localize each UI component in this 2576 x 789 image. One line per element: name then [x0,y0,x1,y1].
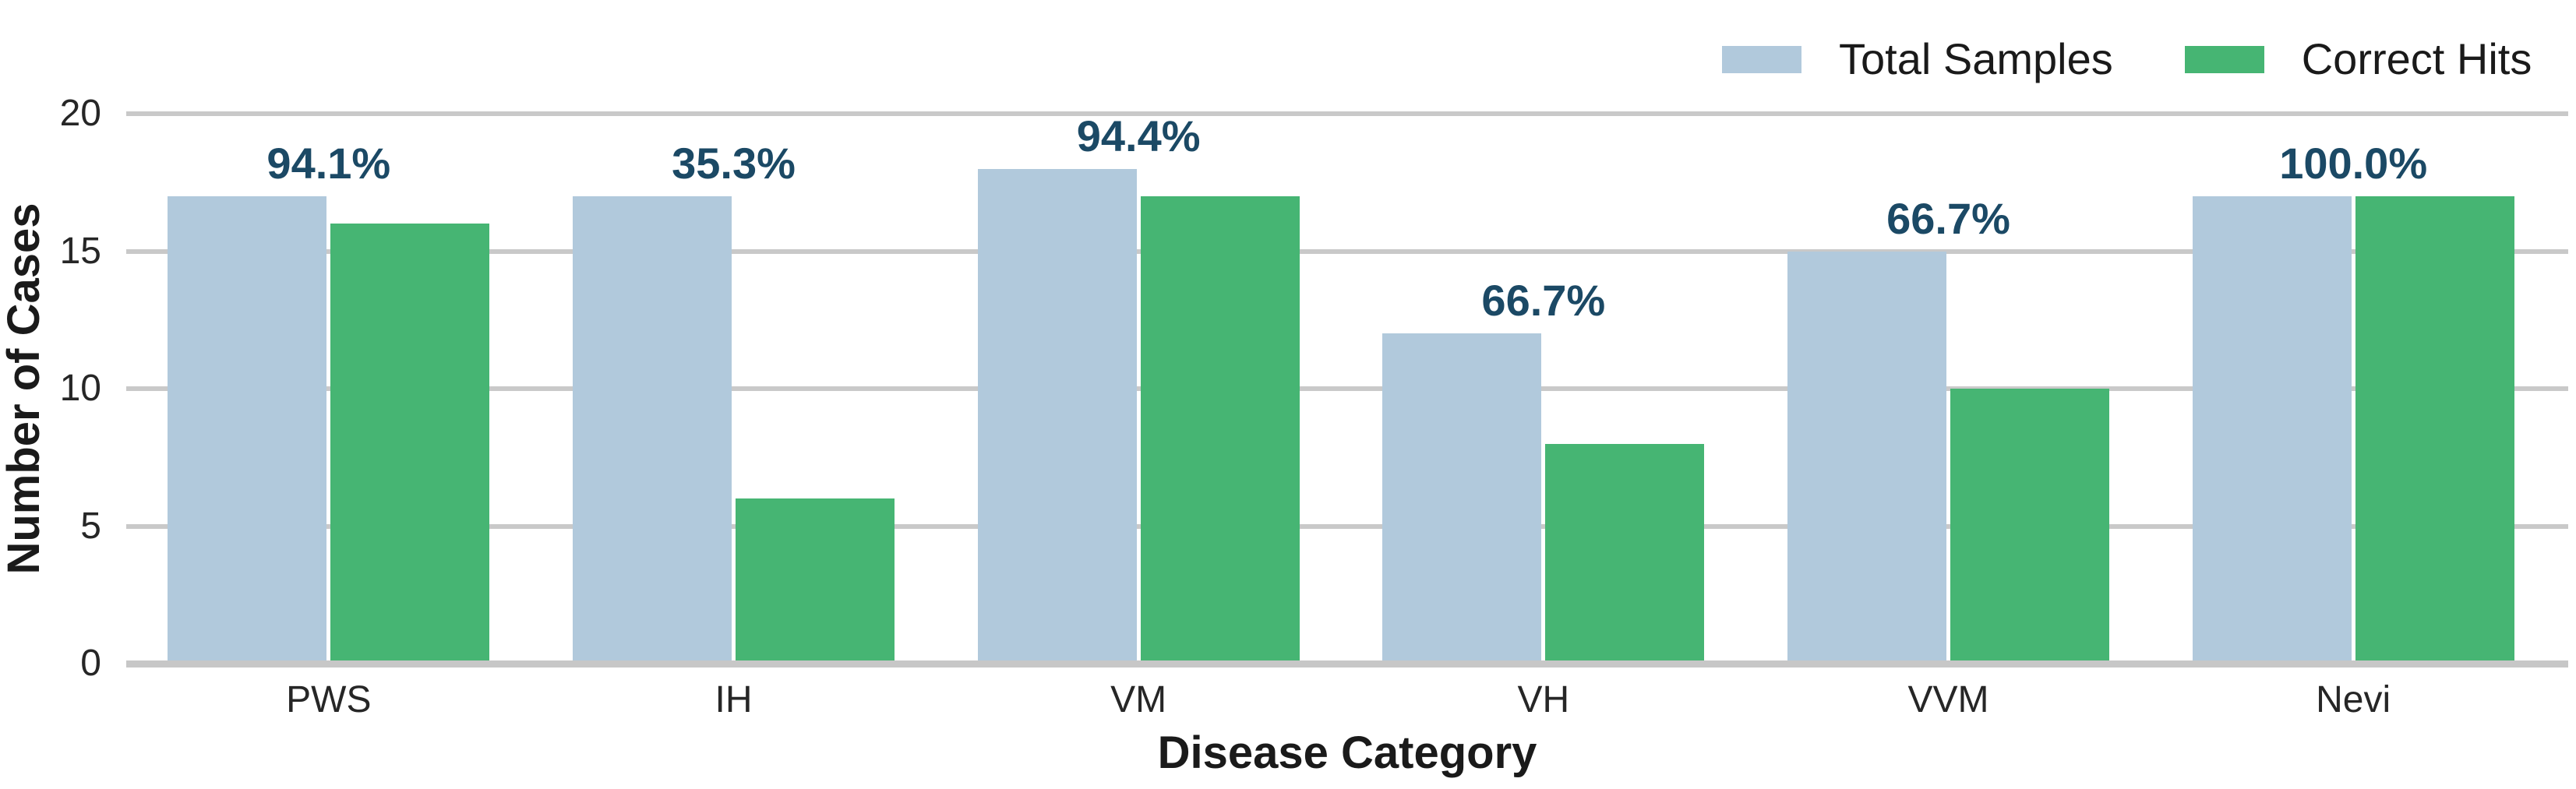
legend-swatch-correct-hits [2184,45,2264,73]
legend-swatch-total-samples [1722,45,1801,73]
bar-correct-hits-vh [1545,443,1705,664]
legend-label-total-samples: Total Samples [1839,34,2113,83]
x-axis-line [126,660,2568,667]
y-tick-label-5: 5 [80,505,101,547]
bar-total-samples-vvm [1787,251,1946,664]
bar-total-samples-ih [573,195,732,664]
bar-total-samples-vm [977,168,1137,664]
bar-correct-hits-pws [330,224,490,664]
percent-label-vm: 94.4% [1076,111,1201,160]
percent-label-nevi: 100.0% [2279,138,2428,188]
gridline-y-10 [126,386,2568,391]
y-tick-label-10: 10 [59,368,101,409]
gridline-y-20 [126,111,2568,116]
percent-label-pws: 94.1% [266,138,391,188]
x-tick-label-ih: IH [715,679,753,720]
legend-entry-correct-hits: Correct Hits [2184,32,2532,86]
gridline-y-15 [126,248,2568,254]
bar-correct-hits-nevi [2355,195,2514,664]
x-tick-label-pws: PWS [286,679,372,720]
legend-label-correct-hits: Correct Hits [2301,34,2532,83]
x-tick-label-vm: VM [1110,679,1167,720]
percent-label-ih: 35.3% [672,138,796,188]
bar-correct-hits-vvm [1950,389,2109,664]
gridline-y-5 [126,523,2568,529]
x-tick-label-vvm: VVM [1907,679,1989,720]
y-tick-label-15: 15 [59,230,101,272]
bar-total-samples-vh [1382,333,1542,664]
bar-correct-hits-vm [1140,195,1300,664]
x-tick-label-vh: VH [1517,679,1570,720]
legend: Total Samples Correct Hits [1722,32,2532,86]
legend-entry-total-samples: Total Samples [1722,32,2113,86]
bar-total-samples-pws [168,195,327,664]
bar-total-samples-nevi [2192,195,2352,664]
y-tick-label-0: 0 [80,643,101,684]
y-tick-label-20: 20 [59,93,101,134]
bar-correct-hits-ih [736,498,895,664]
percent-label-vh: 66.7% [1481,276,1606,326]
percent-label-vvm: 66.7% [1886,193,2010,243]
x-axis-title: Disease Category [1157,727,1537,778]
x-tick-label-nevi: Nevi [2316,679,2391,720]
